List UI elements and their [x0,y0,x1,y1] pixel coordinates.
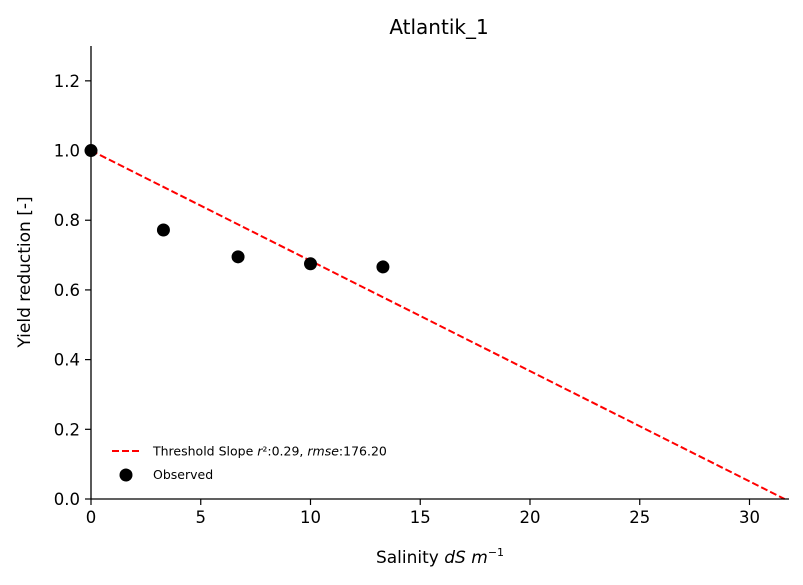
plot-area [84,144,786,500]
observed-point [156,223,170,237]
y-tick-label: 0.2 [54,420,80,439]
legend-line-label: Threshold Slope r²:0.29, rmse:176.20 [152,444,387,459]
x-tick-label: 30 [739,508,760,527]
x-tick-label: 5 [195,508,206,527]
x-ticks: 0 5 10 15 20 25 30 [86,499,760,527]
y-tick-label: 0.8 [54,211,80,230]
observed-point [303,257,317,271]
y-tick-label: 0.6 [54,281,80,300]
x-tick-label: 0 [86,508,97,527]
x-tick-label: 10 [300,508,321,527]
x-tick-label: 15 [410,508,431,527]
x-axis-label: Salinity dS m−1 [376,546,504,568]
y-tick-label: 1.2 [54,72,80,91]
y-axis-label: Yield reduction [-] [15,196,35,348]
y-tick-label: 1.0 [54,142,80,161]
x-tick-label: 25 [629,508,650,527]
legend-scatter-label: Observed [153,467,213,482]
observed-point [231,250,245,264]
observed-point [376,260,390,274]
x-tick-label: 20 [519,508,540,527]
legend-marker-swatch [119,468,133,482]
y-tick-label: 0.4 [54,351,80,370]
chart-title: Atlantik_1 [389,15,488,39]
y-tick-label: 0.0 [54,490,80,509]
threshold-slope-line [90,149,786,500]
y-ticks: 0.0 0.2 0.4 0.6 0.8 1.0 1.2 [54,72,91,509]
legend: Threshold Slope r²:0.29, rmse:176.20 Obs… [112,444,387,482]
